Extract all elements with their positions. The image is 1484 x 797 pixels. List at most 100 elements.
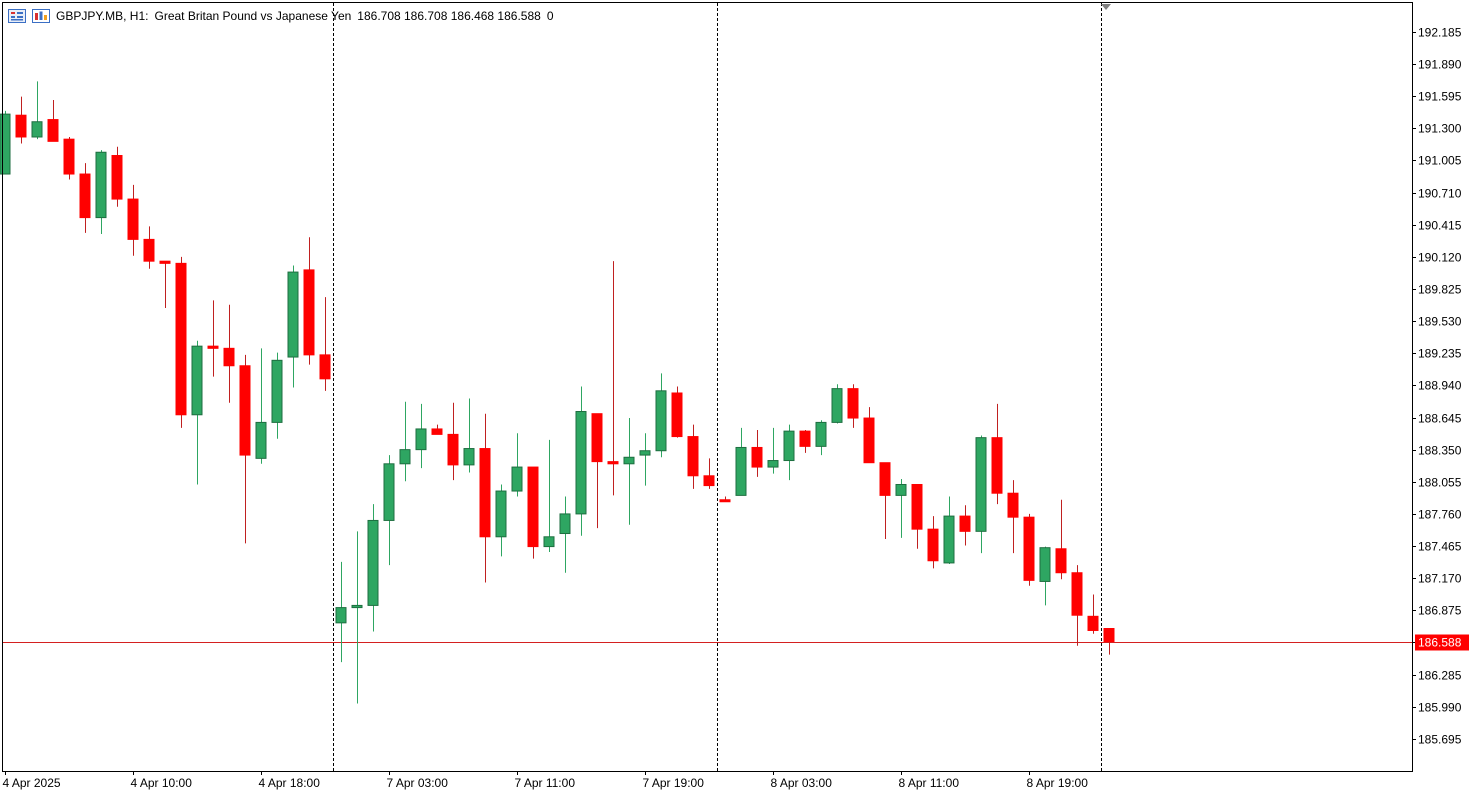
candle[interactable] bbox=[671, 386, 683, 438]
shift-marker-icon[interactable] bbox=[1101, 4, 1111, 10]
candle[interactable] bbox=[847, 384, 859, 428]
candle[interactable] bbox=[655, 373, 667, 458]
candle[interactable] bbox=[1071, 565, 1083, 646]
time-scale[interactable]: 4 Apr 2025 4 Apr 10:00 4 Apr 18:00 7 Apr 03… bbox=[3, 771, 1089, 790]
candle[interactable] bbox=[271, 352, 283, 439]
price-scale[interactable]: 192.185 191.890 191.595 191.300 191.005 190.7… bbox=[1412, 26, 1462, 747]
candle[interactable] bbox=[431, 424, 443, 435]
candle[interactable] bbox=[31, 81, 43, 140]
candle[interactable] bbox=[447, 402, 459, 481]
candle[interactable] bbox=[639, 433, 651, 486]
candle[interactable] bbox=[815, 420, 827, 456]
candle[interactable] bbox=[367, 504, 379, 632]
candle[interactable] bbox=[559, 496, 571, 573]
candle[interactable] bbox=[719, 496, 731, 503]
candle-body bbox=[495, 490, 507, 538]
candle[interactable] bbox=[879, 462, 891, 539]
candle[interactable] bbox=[175, 256, 187, 428]
candle[interactable] bbox=[399, 401, 411, 482]
candle[interactable] bbox=[527, 466, 539, 559]
candle-body bbox=[927, 528, 939, 562]
candle[interactable] bbox=[47, 99, 59, 142]
candle-body bbox=[303, 269, 315, 356]
candle[interactable] bbox=[911, 483, 923, 549]
candle[interactable] bbox=[895, 479, 907, 538]
chart-window-icon[interactable] bbox=[32, 9, 50, 23]
candle[interactable] bbox=[607, 261, 619, 496]
candle[interactable] bbox=[159, 260, 171, 309]
candle[interactable] bbox=[863, 407, 875, 464]
candle-body bbox=[31, 121, 43, 138]
candle[interactable] bbox=[623, 418, 635, 525]
candle[interactable] bbox=[783, 424, 795, 481]
candle[interactable] bbox=[351, 531, 363, 704]
candle[interactable] bbox=[735, 427, 747, 496]
time-tick-label: 8 Apr 11:00 bbox=[899, 776, 960, 790]
candle[interactable] bbox=[239, 354, 251, 544]
candle-body bbox=[1007, 492, 1019, 518]
candle[interactable] bbox=[1023, 513, 1035, 586]
candle[interactable] bbox=[575, 386, 587, 536]
price-tick-label: 191.595 bbox=[1418, 90, 1462, 104]
candle[interactable] bbox=[591, 413, 603, 529]
candle[interactable] bbox=[687, 424, 699, 489]
chart-header: GBPJPY.MB, H1: Great Britan Pound vs Jap… bbox=[8, 6, 554, 26]
candle[interactable] bbox=[463, 398, 475, 473]
candle[interactable] bbox=[767, 427, 779, 474]
candle[interactable] bbox=[303, 237, 315, 365]
candle[interactable] bbox=[495, 484, 507, 557]
candle[interactable] bbox=[959, 505, 971, 546]
candle[interactable] bbox=[751, 430, 763, 477]
candle[interactable] bbox=[383, 455, 395, 566]
candle-body bbox=[623, 456, 635, 465]
time-tick-label: 7 Apr 11:00 bbox=[515, 776, 576, 790]
candle-body bbox=[607, 461, 619, 465]
candle[interactable] bbox=[0, 110, 11, 175]
time-tick-label: 7 Apr 19:00 bbox=[643, 776, 705, 790]
candle[interactable] bbox=[1039, 546, 1051, 606]
price-tick-label: 192.185 bbox=[1418, 26, 1462, 40]
price-tick-label: 189.825 bbox=[1418, 283, 1462, 297]
candle[interactable] bbox=[1055, 499, 1067, 580]
candle[interactable] bbox=[287, 265, 299, 388]
candle[interactable] bbox=[223, 304, 235, 403]
candle[interactable] bbox=[79, 163, 91, 233]
candle[interactable] bbox=[143, 226, 155, 269]
candle-body bbox=[879, 462, 891, 496]
candle[interactable] bbox=[63, 136, 75, 180]
candle[interactable] bbox=[1087, 594, 1099, 634]
candle[interactable] bbox=[335, 561, 347, 663]
candle-body bbox=[783, 430, 795, 462]
candle[interactable] bbox=[975, 435, 987, 554]
candle[interactable] bbox=[927, 516, 939, 569]
candle[interactable] bbox=[703, 458, 715, 489]
candle[interactable] bbox=[255, 348, 267, 464]
candle[interactable] bbox=[943, 496, 955, 565]
candle-body bbox=[703, 475, 715, 487]
candle-body bbox=[831, 388, 843, 423]
candle-body bbox=[47, 119, 59, 142]
candle[interactable] bbox=[415, 403, 427, 469]
candle[interactable] bbox=[543, 439, 555, 553]
candle-body bbox=[543, 536, 555, 548]
chart-menu-icon[interactable] bbox=[8, 9, 26, 23]
candle[interactable] bbox=[319, 297, 331, 391]
candle[interactable] bbox=[479, 413, 491, 583]
candle[interactable] bbox=[1007, 480, 1019, 554]
candle[interactable] bbox=[15, 96, 27, 144]
candle[interactable] bbox=[1103, 628, 1115, 655]
candles[interactable] bbox=[0, 81, 1115, 704]
candle[interactable] bbox=[95, 150, 107, 234]
candle[interactable] bbox=[111, 146, 123, 207]
candle[interactable] bbox=[799, 430, 811, 453]
candle[interactable] bbox=[831, 384, 843, 424]
candle[interactable] bbox=[191, 340, 203, 485]
candle-body bbox=[143, 238, 155, 262]
candle[interactable] bbox=[207, 300, 219, 377]
candle[interactable] bbox=[127, 184, 139, 256]
candle[interactable] bbox=[511, 433, 523, 497]
candle-body bbox=[479, 448, 491, 538]
candle[interactable] bbox=[991, 403, 1003, 505]
